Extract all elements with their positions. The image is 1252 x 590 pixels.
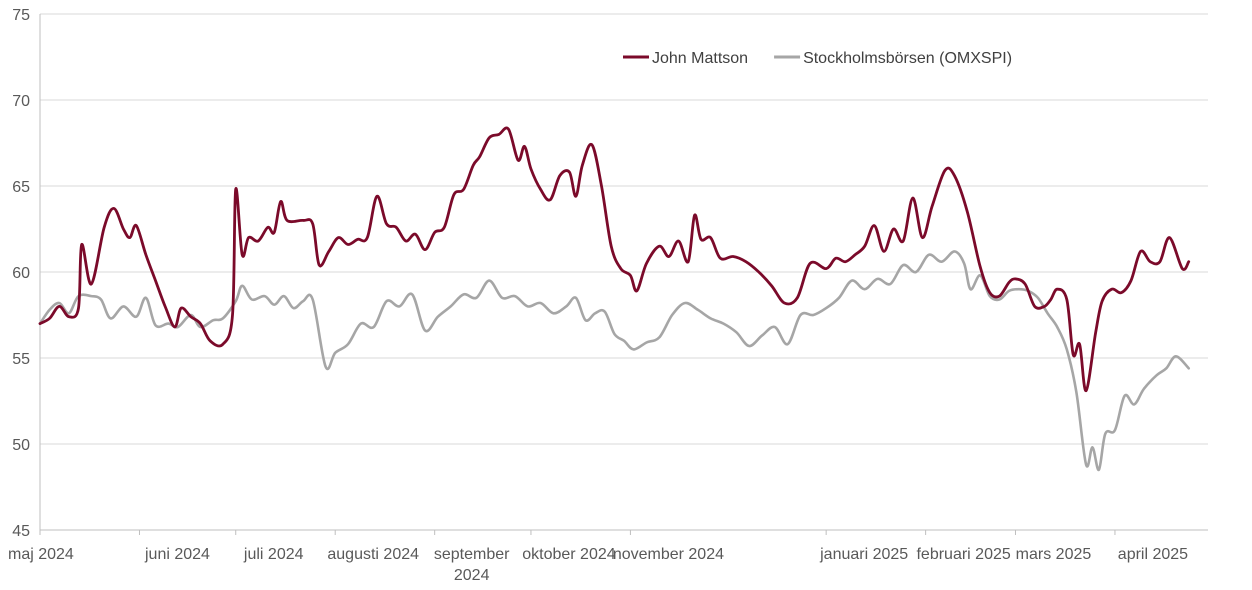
- y-tick-label: 70: [12, 93, 30, 110]
- x-tick-label: juli 2024: [243, 546, 304, 563]
- legend-label-stockholmsb-rsen-omxspi: Stockholmsbörsen (OMXSPI): [803, 50, 1012, 67]
- x-tick-label: maj 2024: [8, 546, 74, 563]
- series-lines: [38, 126, 1191, 472]
- y-tick-label: 75: [12, 7, 30, 24]
- x-tick-label: februari 2025: [916, 546, 1010, 563]
- x-tick-label: oktober 2024: [522, 546, 616, 563]
- y-tick-label: 65: [12, 179, 30, 196]
- gridlines: [40, 13, 1208, 445]
- y-axis: 45 50 55 60 65 70 75: [12, 7, 41, 540]
- x-tick-label: mars 2025: [1016, 546, 1092, 563]
- x-tick-label: augusti 2024: [327, 546, 419, 563]
- x-tick-label: september 2024: [434, 546, 510, 584]
- x-tick-label: april 2025: [1118, 546, 1188, 563]
- y-tick-label: 55: [12, 351, 30, 368]
- x-tick-label: januari 2025: [819, 546, 908, 563]
- x-axis: maj 2024 juni 2024 juli 2024 augusti 2024 se…: [8, 529, 1208, 584]
- x-tick-label: november 2024: [613, 546, 724, 563]
- y-tick-label: 60: [12, 265, 30, 282]
- legend: John Mattson Stockholmsbörsen (OMXSPI): [623, 50, 1012, 67]
- y-tick-label: 50: [12, 437, 30, 454]
- legend-label-john-mattson: John Mattson: [652, 50, 748, 67]
- series-line-john-mattson: [38, 126, 1191, 393]
- series-line-stockholmsb-rsen-omxspi: [38, 250, 1190, 472]
- y-tick-label: 45: [12, 523, 30, 540]
- x-tick-label: juni 2024: [144, 546, 210, 563]
